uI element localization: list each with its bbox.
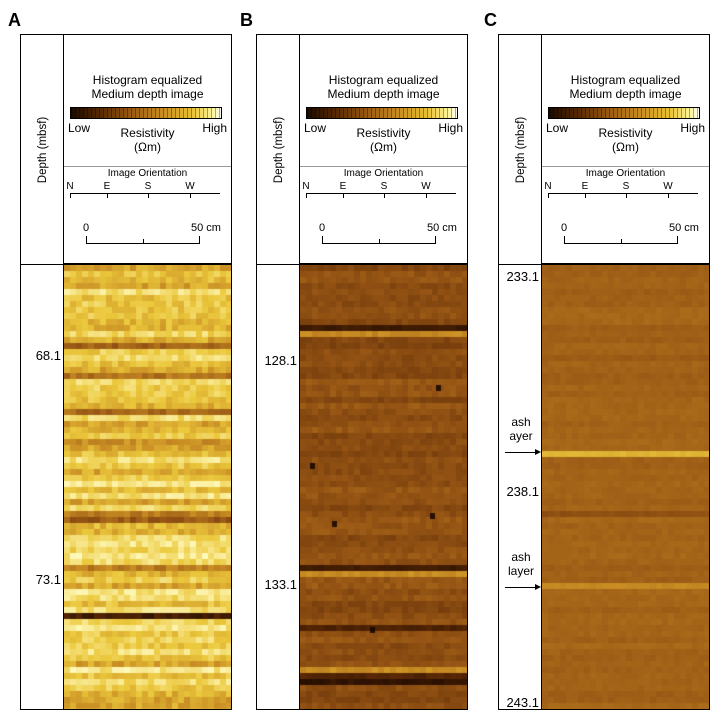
orientation-axis [548, 193, 698, 200]
ash-layer-annotation: ash ayer [509, 415, 533, 443]
ash-layer-annotation: ash layer [507, 550, 534, 578]
orientation-s-label: S [622, 181, 630, 192]
scale-high-label: High [680, 121, 705, 135]
orientation-e-label: E [103, 181, 111, 192]
ash-layer-arrow [505, 584, 541, 590]
resistivity-image [64, 264, 232, 710]
scale-high-label: High [202, 121, 227, 135]
scale-bar [322, 236, 436, 244]
orientation-n-label: N [302, 181, 310, 192]
legend-header: Histogram equalized Medium depth image L… [542, 34, 710, 264]
orientation-axis [306, 193, 456, 200]
legend-title: Histogram equalized Medium depth image [327, 73, 440, 101]
resistivity-image-canvas [300, 265, 467, 709]
ash-layer-arrow [505, 449, 541, 455]
scale-start-label: 0 [83, 222, 90, 234]
scale-low-label: Low [546, 121, 569, 135]
panel-letter-c: C [484, 10, 497, 30]
orientation-w-label: W [663, 181, 673, 192]
panel-letter-a: A [8, 10, 21, 30]
panel-c: Depth (mbsf) 233.1 238.1 243.1 ash ayer … [498, 34, 710, 710]
orientation-title: Image Orientation [585, 168, 666, 179]
scale-bar [564, 236, 678, 244]
legend-title: Histogram equalized Medium depth image [91, 73, 204, 101]
scale-end-label: 50 cm [191, 222, 221, 234]
depth-label: 243.1 [506, 695, 539, 710]
orientation-title: Image Orientation [343, 168, 424, 179]
depth-axis-title: Depth (mbsf) [515, 116, 527, 183]
depth-label: 233.1 [506, 269, 539, 284]
legend-header: Histogram equalized Medium depth image L… [64, 34, 232, 264]
depth-column: Depth (mbsf) 233.1 238.1 243.1 ash ayer … [498, 34, 543, 710]
orientation-n-label: N [66, 181, 74, 192]
legend-title: Histogram equalized Medium depth image [569, 73, 682, 101]
scale-high-label: High [438, 121, 463, 135]
scale-bar [86, 236, 200, 244]
orientation-n-label: N [544, 181, 552, 192]
depth-label: 133.1 [264, 577, 297, 592]
scale-low-label: Low [68, 121, 91, 135]
depth-column: Depth (mbsf) 128.1 133.1 [256, 34, 301, 710]
orientation-s-label: S [380, 181, 388, 192]
scale-start-label: 0 [561, 222, 568, 234]
depth-column: Depth (mbsf) 68.1 73.1 [20, 34, 65, 710]
scale-low-label: Low [304, 121, 327, 135]
panel-letter-b: B [240, 10, 253, 30]
color-scale-bar [70, 107, 222, 119]
resistivity-label: Resistivity (Ωm) [356, 126, 411, 154]
depth-label: 73.1 [35, 572, 61, 587]
orientation-title: Image Orientation [107, 168, 188, 179]
orientation-e-label: E [339, 181, 347, 192]
legend-header: Histogram equalized Medium depth image L… [300, 34, 468, 264]
depth-label: 238.1 [506, 484, 539, 499]
depth-label: 128.1 [264, 353, 297, 368]
orientation-s-label: S [144, 181, 152, 192]
depth-axis-title: Depth (mbsf) [37, 116, 49, 183]
orientation-e-label: E [581, 181, 589, 192]
orientation-w-label: W [185, 181, 195, 192]
panel-b: Depth (mbsf) 128.1 133.1 Histogram equal… [256, 34, 468, 710]
resistivity-label: Resistivity (Ωm) [598, 126, 653, 154]
depth-axis-title: Depth (mbsf) [273, 116, 285, 183]
resistivity-label: Resistivity (Ωm) [120, 126, 175, 154]
orientation-w-label: W [421, 181, 431, 192]
scale-end-label: 50 cm [669, 222, 699, 234]
depth-label: 68.1 [35, 348, 61, 363]
panel-a: Depth (mbsf) 68.1 73.1 Histogram equaliz… [20, 34, 232, 710]
resistivity-image [542, 264, 710, 710]
color-scale-bar [548, 107, 700, 119]
color-scale-bar [306, 107, 458, 119]
resistivity-image-canvas [542, 265, 709, 709]
resistivity-image-canvas [64, 265, 231, 709]
orientation-axis [70, 193, 220, 200]
scale-end-label: 50 cm [427, 222, 457, 234]
resistivity-image [300, 264, 468, 710]
scale-start-label: 0 [319, 222, 326, 234]
